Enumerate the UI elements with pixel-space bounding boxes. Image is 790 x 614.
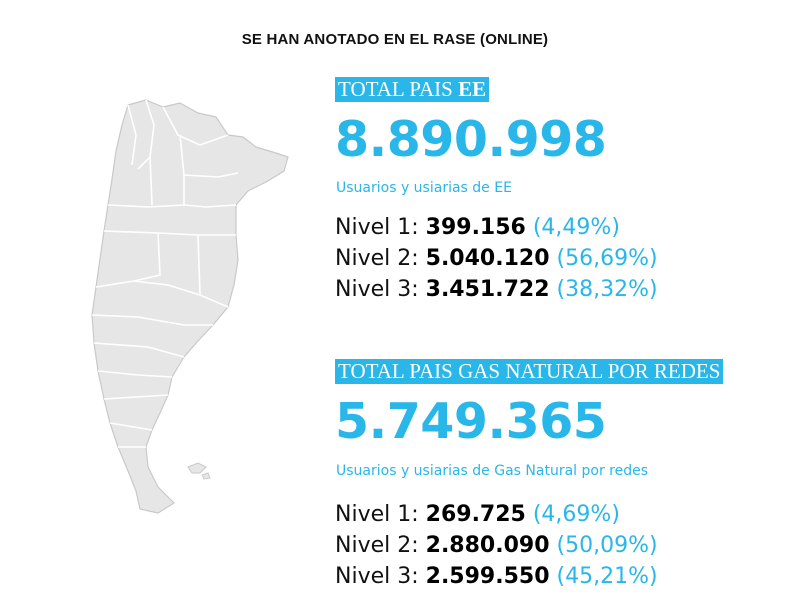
ee-level-3: Nivel 3: 3.451.722 (38,32%) (335, 274, 658, 305)
level-label: Nivel 1: (335, 215, 419, 240)
level-label: Nivel 1: (335, 502, 419, 527)
level-label: Nivel 3: (335, 564, 419, 589)
ee-heading: TOTAL PAIS EE (335, 77, 490, 102)
level-label: Nivel 2: (335, 246, 419, 271)
gas-levels: Nivel 1: 269.725 (4,69%) Nivel 2: 2.880.… (335, 499, 658, 592)
ee-total: 8.890.998 (335, 111, 607, 168)
level-percent: (4,49%) (532, 215, 620, 240)
gas-level-3: Nivel 3: 2.599.550 (45,21%) (335, 561, 658, 592)
gas-level-2: Nivel 2: 2.880.090 (50,09%) (335, 530, 658, 561)
ee-level-2: Nivel 2: 5.040.120 (56,69%) (335, 243, 658, 274)
gas-total: 5.749.365 (335, 393, 607, 450)
gas-subtitle: Usuarios y usiarias de Gas Natural por r… (336, 463, 649, 479)
level-value: 5.040.120 (425, 246, 550, 271)
ee-subtitle: Usuarios y usiarias de EE (336, 180, 512, 196)
ee-levels: Nivel 1: 399.156 (4,49%) Nivel 2: 5.040.… (335, 212, 658, 305)
gas-level-1: Nivel 1: 269.725 (4,69%) (335, 499, 658, 530)
level-label: Nivel 3: (335, 277, 419, 302)
level-value: 269.725 (425, 502, 526, 527)
page-title: SE HAN ANOTADO EN EL RASE (ONLINE) (241, 31, 549, 48)
level-percent: (56,69%) (556, 246, 658, 271)
level-value: 399.156 (425, 215, 526, 240)
level-value: 3.451.722 (425, 277, 550, 302)
level-label: Nivel 2: (335, 533, 419, 558)
level-percent: (38,32%) (556, 277, 658, 302)
ee-heading-bold: EE (458, 77, 487, 101)
ee-heading-prefix: TOTAL PAIS (338, 77, 453, 101)
gas-heading: TOTAL PAIS GAS NATURAL POR REDES (335, 359, 724, 384)
level-value: 2.880.090 (425, 533, 550, 558)
level-percent: (45,21%) (556, 564, 658, 589)
ee-level-1: Nivel 1: 399.156 (4,49%) (335, 212, 658, 243)
argentina-map-icon (91, 99, 289, 514)
level-percent: (4,69%) (532, 502, 620, 527)
level-value: 2.599.550 (425, 564, 550, 589)
level-percent: (50,09%) (556, 533, 658, 558)
